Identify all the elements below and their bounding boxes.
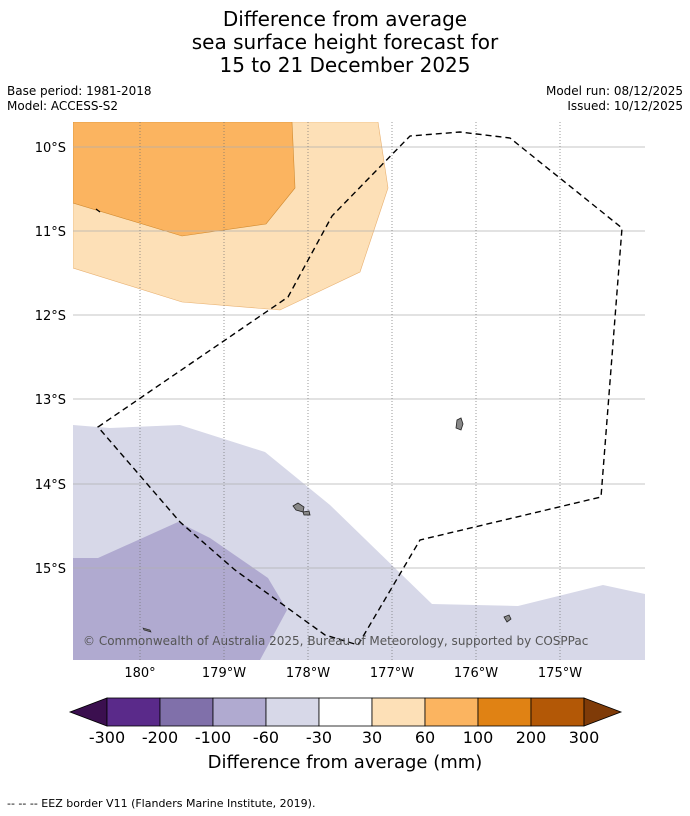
colorbar-segment — [530, 697, 585, 727]
lat-label: 12°S — [35, 309, 66, 324]
latitude-labels: 10°S 11°S 12°S 13°S 14°S 15°S — [35, 141, 66, 577]
colorbar-high-extension — [583, 697, 623, 727]
anomaly-region-purple — [73, 522, 287, 660]
colorbar-label: -100 — [194, 728, 232, 747]
lat-label: 13°S — [35, 393, 66, 408]
colorbar-label: 60 — [414, 728, 436, 747]
colorbar-segment — [212, 697, 267, 727]
title-line-3: 15 to 21 December 2025 — [219, 53, 471, 77]
colorbar-segment — [424, 697, 479, 727]
lon-label: 175°W — [538, 666, 582, 681]
meta-right: Model run: 08/12/2025 Issued: 10/12/2025 — [546, 84, 683, 114]
map-plot-area — [73, 122, 645, 660]
island-futuna — [302, 510, 311, 516]
colorbar-title: Difference from average (mm) — [207, 752, 483, 773]
model-name: Model: ACCESS-S2 — [7, 99, 119, 113]
colorbar-label: 100 — [462, 728, 494, 747]
colorbar-label: -300 — [88, 728, 126, 747]
island-niuafoou-south — [503, 614, 512, 623]
title-line-2: sea surface height forecast for — [191, 30, 499, 54]
colorbar-label: -200 — [141, 728, 179, 747]
base-period: Base period: 1981-2018 — [7, 84, 152, 98]
lat-label: 11°S — [35, 225, 66, 240]
colorbar-segment — [371, 697, 426, 727]
anomaly-region-orange — [73, 122, 296, 237]
colorbar-segment — [477, 697, 532, 727]
colorbar-label: -60 — [252, 728, 280, 747]
colorbar-label: -30 — [305, 728, 333, 747]
eez-border — [96, 131, 623, 646]
lat-label: 14°S — [35, 478, 66, 493]
eez-legend-note: -- -- -- EEZ border V11 (Flanders Marine… — [7, 797, 316, 810]
colorbar-segment — [159, 697, 214, 727]
colorbar-segment — [265, 697, 320, 727]
island-wallis — [292, 502, 305, 513]
colorbar-label: 200 — [515, 728, 547, 747]
eez-border-fragment — [95, 208, 101, 213]
colorbar-low-extension — [68, 697, 108, 727]
latitude-gridlines — [73, 146, 645, 569]
island-niuafoou — [455, 417, 464, 431]
longitude-labels: 180° 179°W 178°W 177°W 176°W 175°W — [124, 666, 582, 681]
lat-label: 10°S — [35, 141, 66, 156]
lon-label: 177°W — [370, 666, 414, 681]
copyright-notice: © Commonwealth of Australia 2025, Bureau… — [83, 634, 588, 648]
lon-label: 179°W — [202, 666, 246, 681]
issued-date: Issued: 10/12/2025 — [567, 99, 683, 113]
lon-label: 176°W — [454, 666, 498, 681]
lon-label: 180° — [124, 666, 155, 681]
colorbar — [68, 697, 623, 727]
colorbar-segment — [318, 697, 373, 727]
colorbar-label: 300 — [568, 728, 600, 747]
island-small-sw — [142, 627, 152, 633]
colorbar-segment — [106, 697, 161, 727]
lat-label: 15°S — [35, 562, 66, 577]
model-run: Model run: 08/12/2025 — [545, 84, 683, 98]
map-title: Difference from average sea surface heig… — [0, 8, 690, 77]
meta-left: Base period: 1981-2018 Model: ACCESS-S2 — [7, 84, 152, 114]
lon-label: 178°W — [286, 666, 330, 681]
title-line-1: Difference from average — [222, 7, 468, 31]
colorbar-label: 30 — [361, 728, 383, 747]
